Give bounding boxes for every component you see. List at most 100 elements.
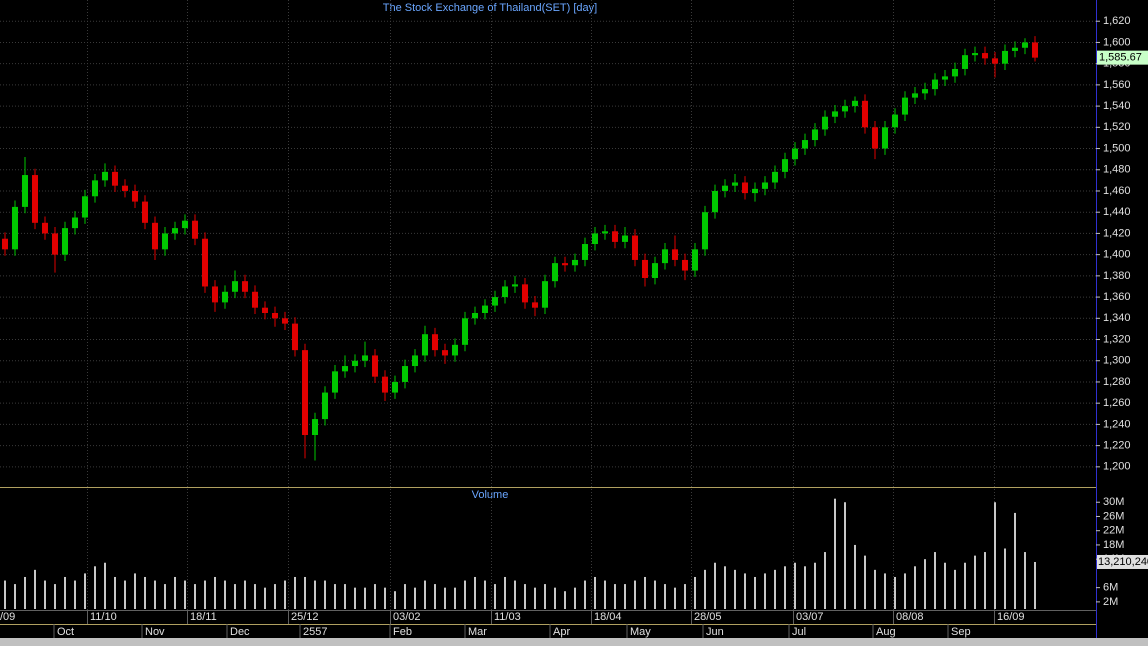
candle-body bbox=[672, 249, 678, 260]
volume-bar bbox=[114, 576, 116, 609]
candle-body bbox=[1022, 42, 1028, 48]
candle-body bbox=[442, 350, 448, 356]
volume-bar bbox=[364, 587, 366, 609]
y-tick-label: 1,360 bbox=[1103, 291, 1131, 303]
volume-bar bbox=[554, 587, 556, 609]
volume-bar bbox=[954, 569, 956, 609]
volume-bar bbox=[964, 562, 966, 609]
volume-bar bbox=[344, 584, 346, 609]
candle-body bbox=[152, 222, 158, 250]
candle-body bbox=[482, 305, 488, 313]
candle-body bbox=[912, 93, 918, 98]
candle-body bbox=[522, 284, 528, 303]
volume-bar bbox=[314, 580, 316, 609]
candle-body bbox=[712, 190, 718, 213]
y-tick-label: 22M bbox=[1103, 525, 1124, 537]
candle-body bbox=[752, 188, 758, 194]
y-tick-label: 1,440 bbox=[1103, 206, 1131, 218]
candle-body bbox=[82, 196, 88, 218]
candle-body bbox=[822, 116, 828, 130]
candle-body bbox=[832, 111, 838, 117]
volume-bar bbox=[684, 584, 686, 609]
volume-bar bbox=[4, 580, 6, 609]
x-tick-label: 11/03 bbox=[494, 611, 521, 623]
volume-bar bbox=[354, 587, 356, 609]
candle-body bbox=[992, 58, 998, 64]
candle-body bbox=[252, 291, 258, 308]
volume-bar bbox=[514, 580, 516, 609]
x-tick-label: 25/12 bbox=[291, 611, 319, 623]
month-label: May bbox=[630, 626, 651, 638]
candle-body bbox=[392, 381, 398, 393]
candle-body bbox=[212, 286, 218, 303]
candle-body bbox=[132, 190, 138, 202]
volume-bar bbox=[824, 552, 826, 609]
volume-bar bbox=[984, 552, 986, 609]
y-tick-label: 1,260 bbox=[1103, 397, 1131, 409]
volume-bar bbox=[474, 576, 476, 609]
volume-bar bbox=[94, 566, 96, 609]
volume-bar bbox=[244, 580, 246, 609]
volume-bar bbox=[504, 576, 506, 609]
volume-bar bbox=[974, 555, 976, 609]
scrollbar[interactable] bbox=[0, 638, 1148, 646]
month-label: Nov bbox=[145, 626, 165, 638]
candle-body bbox=[872, 127, 878, 149]
candle-body bbox=[942, 76, 948, 80]
candle-body bbox=[512, 284, 518, 287]
volume-bar bbox=[524, 584, 526, 609]
volume-bar bbox=[574, 587, 576, 609]
volume-bar bbox=[1024, 552, 1026, 609]
y-tick-label: 18M bbox=[1103, 539, 1124, 551]
volume-bar bbox=[914, 566, 916, 609]
candle-body bbox=[52, 233, 58, 255]
volume-bar bbox=[174, 576, 176, 609]
candle-body bbox=[792, 148, 798, 160]
y-tick-label: 30M bbox=[1103, 496, 1124, 508]
candle-body bbox=[762, 182, 768, 189]
y-tick-label: 1,340 bbox=[1103, 312, 1131, 324]
volume-bar bbox=[34, 569, 36, 609]
candle-body bbox=[112, 171, 118, 186]
month-label: Apr bbox=[553, 626, 570, 638]
volume-bar bbox=[764, 573, 766, 609]
last-volume-label: 13,210,240 bbox=[1098, 556, 1148, 568]
volume-bar bbox=[594, 576, 596, 609]
candle-body bbox=[562, 263, 568, 266]
candle-body bbox=[882, 127, 888, 149]
candle-body bbox=[932, 79, 938, 90]
candle-body bbox=[652, 263, 658, 278]
candle-body bbox=[462, 318, 468, 345]
candle-body bbox=[802, 140, 808, 149]
volume-bar bbox=[694, 576, 696, 609]
candle-body bbox=[382, 376, 388, 393]
volume-bar bbox=[924, 559, 926, 609]
candle-body bbox=[242, 281, 248, 292]
volume-bar bbox=[234, 584, 236, 609]
candle-body bbox=[842, 106, 848, 112]
volume-bar bbox=[334, 584, 336, 609]
candle-body bbox=[602, 231, 608, 234]
candle-body bbox=[322, 392, 328, 420]
candle-body bbox=[12, 206, 18, 250]
x-tick-label: 11/10 bbox=[90, 611, 117, 623]
candle-body bbox=[1012, 47, 1018, 51]
volume-bar bbox=[874, 569, 876, 609]
candle-body bbox=[122, 185, 128, 191]
volume-bar bbox=[534, 587, 536, 609]
candle-body bbox=[292, 323, 298, 351]
candle-body bbox=[702, 212, 708, 250]
candle-body bbox=[972, 53, 978, 56]
y-tick-label: 1,520 bbox=[1103, 121, 1131, 133]
candle-body bbox=[302, 350, 308, 436]
volume-bar bbox=[144, 576, 146, 609]
candle-body bbox=[32, 175, 38, 223]
volume-bar bbox=[674, 587, 676, 609]
volume-bar bbox=[214, 576, 216, 609]
x-tick-label: 03/02 bbox=[393, 611, 421, 623]
candle-body bbox=[632, 235, 638, 260]
volume-bar bbox=[494, 584, 496, 609]
volume-bar bbox=[124, 580, 126, 609]
x-tick-label: 03/07 bbox=[796, 611, 824, 623]
